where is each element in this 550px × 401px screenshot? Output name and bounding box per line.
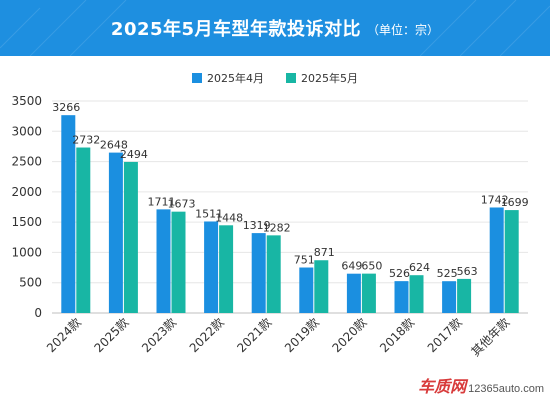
bar-may [457, 278, 472, 313]
x-tick-label: 其他年款 [468, 315, 512, 359]
data-label-april: 649 [341, 260, 362, 273]
data-label-april: 1742 [481, 193, 509, 206]
x-tick-label: 2017款 [425, 315, 465, 355]
x-tick-label: 2024款 [44, 315, 84, 355]
bar-april [299, 267, 314, 313]
bar-may [219, 225, 234, 313]
header-pattern [0, 0, 550, 56]
y-tick-label: 500 [19, 276, 42, 290]
chart-unit-text: （单位：宗） [367, 23, 440, 37]
y-tick-label: 3000 [11, 124, 42, 138]
y-tick-label: 1000 [11, 245, 42, 259]
legend-swatch-april [192, 73, 202, 83]
bar-april [108, 152, 123, 313]
chart-legend: 2025年4月 2025年5月 [0, 70, 550, 86]
data-label-april: 751 [294, 254, 315, 267]
bar-april [61, 115, 76, 314]
data-label-may: 2732 [72, 134, 100, 147]
x-tick-label: 2022款 [187, 315, 227, 355]
x-tick-label: 2019款 [282, 315, 322, 355]
legend-item-april: 2025年4月 [192, 70, 264, 86]
bar-may [171, 211, 186, 313]
y-tick-label: 0 [34, 306, 42, 320]
data-label-may: 1282 [263, 221, 291, 234]
data-label-april: 1711 [148, 195, 176, 208]
bar-april [442, 281, 457, 313]
bar-april [251, 233, 266, 313]
data-label-april: 1319 [243, 219, 271, 232]
bar-april [204, 221, 219, 313]
chart-title-text: 2025年5月车型年款投诉对比 [110, 19, 362, 40]
legend-label-april: 2025年4月 [207, 72, 264, 85]
y-tick-label: 2000 [11, 185, 42, 199]
x-tick-label: 2025款 [92, 315, 132, 355]
y-tick-label: 2500 [11, 155, 42, 169]
bar-may [409, 275, 424, 313]
x-tick-label: 2020款 [330, 315, 370, 355]
x-tick-label: 2023款 [139, 315, 179, 355]
data-label-april: 526 [389, 267, 410, 280]
data-label-may: 563 [457, 265, 478, 278]
data-label-april: 2648 [100, 139, 128, 152]
x-tick-label: 2018款 [377, 315, 417, 355]
chart-panel [0, 56, 550, 401]
data-label-may: 1448 [215, 211, 243, 224]
bar-may [361, 273, 376, 313]
data-label-april: 3266 [52, 101, 80, 114]
data-label-april: 1511 [195, 207, 223, 220]
bar-april [489, 207, 504, 313]
legend-item-may: 2025年5月 [286, 70, 358, 86]
watermark-logo: 车质网 [418, 377, 467, 396]
data-label-may: 650 [361, 260, 382, 273]
y-tick-label: 1500 [11, 215, 42, 229]
chart-title: 2025年5月车型年款投诉对比 （单位：宗） [0, 0, 550, 56]
data-label-may: 624 [409, 261, 430, 274]
data-label-may: 1673 [168, 198, 196, 211]
bar-may [314, 260, 329, 313]
bar-may [504, 210, 519, 313]
legend-label-may: 2025年5月 [301, 72, 358, 85]
data-label-may: 1699 [501, 196, 529, 209]
bar-april [346, 273, 361, 313]
watermark: 车质网 12365auto.com [418, 373, 544, 397]
legend-swatch-may [286, 73, 296, 83]
data-label-may: 871 [314, 246, 335, 259]
x-tick-label: 2021款 [234, 315, 274, 355]
bar-may [266, 235, 281, 313]
data-label-may: 2494 [120, 148, 148, 161]
bar-april [156, 209, 171, 313]
bar-may [76, 147, 91, 313]
bar-april [394, 281, 409, 313]
y-tick-label: 3500 [11, 94, 42, 108]
bar-may [123, 161, 138, 313]
watermark-url: 12365auto.com [468, 383, 544, 395]
data-label-april: 525 [437, 267, 458, 280]
chart-header: 2025年5月车型年款投诉对比 （单位：宗） [0, 0, 550, 56]
